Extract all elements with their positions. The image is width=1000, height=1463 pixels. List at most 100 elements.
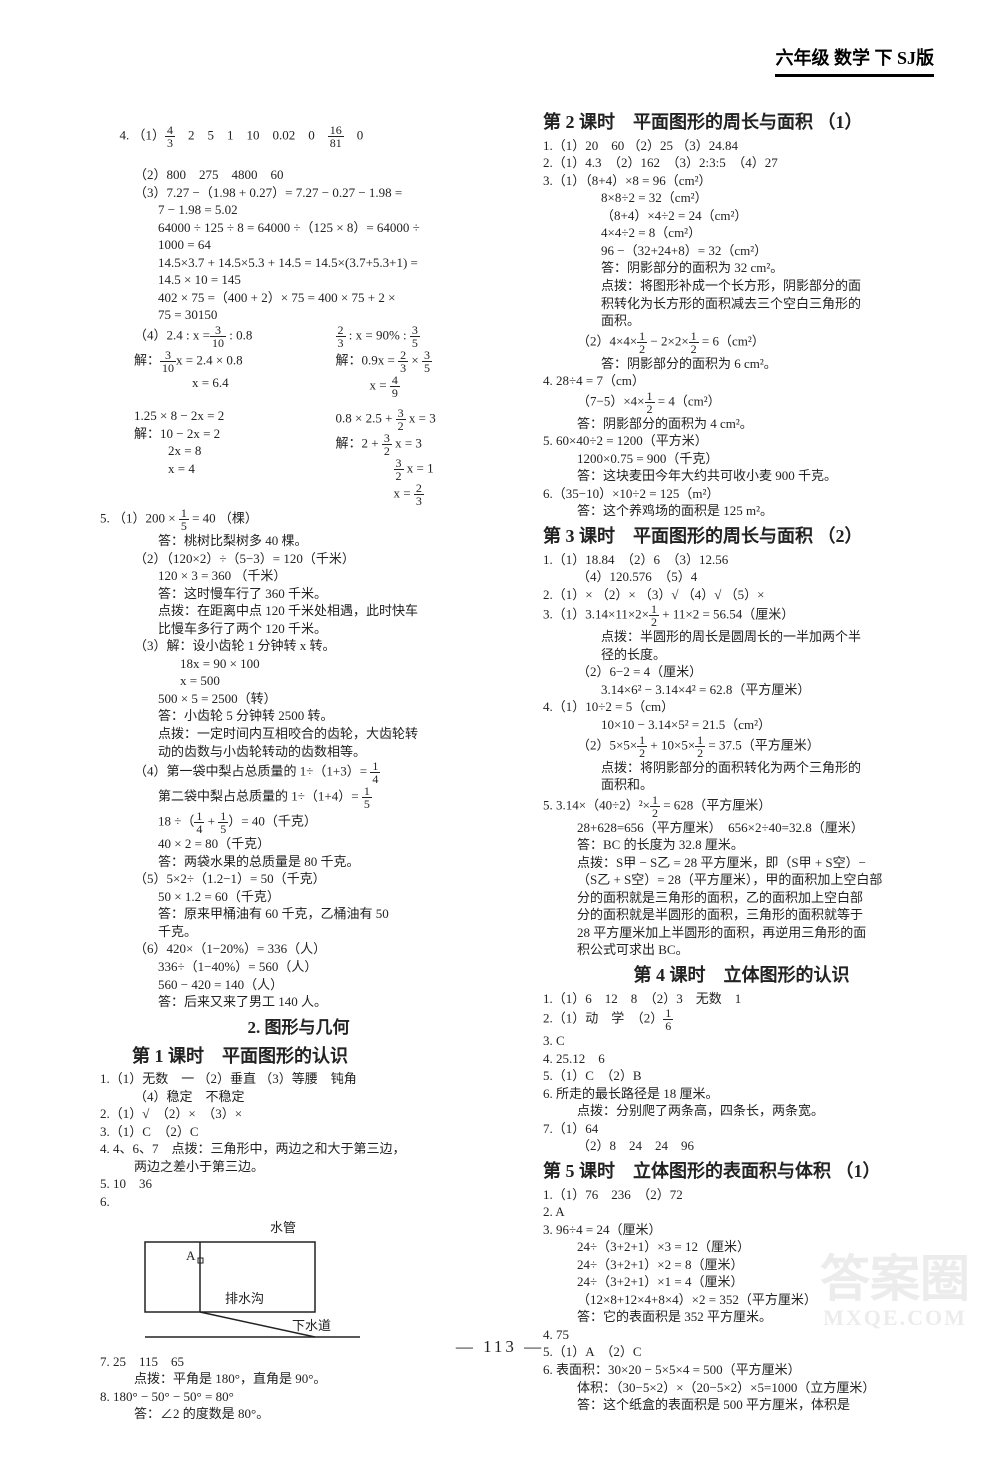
text: 5. （1）200 × 15 = 40 （棵）	[100, 507, 497, 532]
text: 7 − 1.98 = 5.02	[100, 201, 497, 219]
text: 5. 3.14×（40÷2）²×12 = 628（平方厘米）	[543, 794, 940, 819]
lesson-title: 第 2 课时 平面图形的周长与面积 （1）	[543, 110, 940, 135]
text: （2）8 24 24 96	[543, 1137, 940, 1155]
frac-icon: 1681	[328, 124, 344, 149]
text: 75 = 30150	[100, 306, 497, 324]
text: 答：后来又来了男工 140 人。	[100, 993, 497, 1011]
text: 96 −（32+24+8）= 32（cm²）	[543, 242, 940, 260]
text: （4）第一袋中梨占总质量的 1÷（1+3）= 14	[100, 760, 497, 785]
text: 2.（1）√ （2）× （3）×	[100, 1105, 497, 1123]
text: 3. C	[543, 1032, 940, 1050]
text: 64000 ÷ 125 ÷ 8 = 64000 ÷（125 × 8）= 6400…	[100, 219, 497, 237]
frac-icon: 23	[336, 324, 346, 349]
frac-icon: 15	[218, 810, 228, 835]
page-number: — 113 —	[0, 1336, 1000, 1359]
text: 解：2 + 32 x = 3	[336, 432, 498, 457]
text: 7.（1）64	[543, 1120, 940, 1138]
text: 28 平方厘米加上半圆形的面积，再逆用三角形的面	[543, 924, 940, 942]
frac-icon: 12	[637, 734, 647, 759]
text: 32 x = 1	[336, 457, 498, 482]
text: （3）解：设小齿轮 1 分钟转 x 转。	[100, 637, 497, 655]
text: 答：阴影部分的面积为 32 cm²。	[543, 259, 940, 277]
text: 50 × 1.2 = 60（千克）	[100, 888, 497, 906]
frac-icon: 12	[650, 794, 660, 819]
lesson-title: 第 3 课时 平面图形的周长与面积 （2）	[543, 524, 940, 549]
text: （2）6−2 = 4（厘米）	[543, 663, 940, 681]
text: 2.（1）4.3 （2）162 （3）2:3:5 （4）27	[543, 154, 940, 172]
text: 1.（1）18.84 （2）6 （3）12.56	[543, 551, 940, 569]
text: 2x = 8	[134, 442, 296, 460]
text: 24÷（3+2+1）×3 = 12（厘米）	[543, 1238, 940, 1256]
text: 积公式可求出 BC。	[543, 941, 940, 959]
frac-icon: 14	[194, 810, 204, 835]
text: 答：这个养鸡场的面积是 125 m²。	[543, 502, 940, 520]
text: 2.（1）动 学 （2）16	[543, 1007, 940, 1032]
pipe-diagram: 水管 A 排水沟 下水道	[130, 1217, 370, 1347]
frac-icon: 23	[414, 482, 424, 507]
label: A	[186, 1247, 195, 1265]
text: 1000 = 64	[100, 236, 497, 254]
frac-icon: 12	[649, 603, 659, 628]
label: 下水道	[292, 1317, 331, 1335]
text: 答：它的表面积是 352 平方厘米。	[543, 1308, 940, 1326]
label: 水管	[270, 1219, 296, 1237]
frac-icon: 12	[637, 330, 647, 355]
right-column: 第 2 课时 平面图形的周长与面积 （1） 1.（1）20 60 （2）25 （…	[543, 106, 940, 1423]
text: 点拨：一定时间内互相咬合的齿轮，大齿轮转	[100, 725, 497, 743]
text: 答：BC 的长度为 32.8 厘米。	[543, 836, 940, 854]
text: 积转化为长方形的面积减去三个空白三角形的	[543, 295, 940, 313]
lesson-title: 第 5 课时 立体图形的表面积与体积 （1）	[543, 1159, 940, 1184]
text: 点拨：S甲 − S乙 = 28 平方厘米，即（S甲 + S空）−	[543, 854, 940, 872]
text: （4）2.4 : x =310 : 0.8	[134, 324, 296, 349]
text: x = 49	[336, 374, 498, 399]
text: 3.（1）（8+4）×8 = 96（cm²）	[543, 172, 940, 190]
text: 4×4÷2 = 8（cm²）	[543, 224, 940, 242]
text: 6. 所走的最长路径是 18 厘米。	[543, 1085, 940, 1103]
frac-icon: 32	[396, 407, 406, 432]
text: 14.5×3.7 + 14.5×5.3 + 14.5 = 14.5×(3.7+5…	[100, 254, 497, 272]
frac-icon: 43	[165, 124, 175, 149]
text: 24÷（3+2+1）×1 = 4（厘米）	[543, 1273, 940, 1291]
text: 1.（1）6 12 8 （2）3 无数 1	[543, 990, 940, 1008]
text: （7−5）×4×12 = 4（cm²）	[543, 390, 940, 415]
frac-icon: 16	[663, 1007, 673, 1032]
text: 比慢车多行了两个 120 千米。	[100, 620, 497, 638]
text: 面积和。	[543, 776, 940, 794]
text: 6.（35−10）×10÷2 = 125（m²）	[543, 485, 940, 503]
text: 1200×0.75 = 900（千克）	[543, 450, 940, 468]
text: 4. （1）43 2 5 1 10 0.02 0 1681 0	[100, 106, 497, 166]
text: （8+4）×4÷2 = 24（cm²）	[543, 207, 940, 225]
text: 24÷（3+2+1）×2 = 8（厘米）	[543, 1256, 940, 1274]
text: x = 4	[134, 460, 296, 478]
frac-icon: 23	[398, 349, 408, 374]
text: 点拨：平角是 180°，直角是 90°。	[100, 1370, 497, 1388]
text: 402 × 75 =（400 + 2）× 75 = 400 × 75 + 2 ×	[100, 289, 497, 307]
text: 面积。	[543, 312, 940, 330]
frac-icon: 35	[410, 324, 420, 349]
text: （S乙 + S空）= 28（平方厘米），甲的面积加上空白部	[543, 871, 940, 889]
text: 千克。	[100, 923, 497, 941]
left-column: 4. （1）43 2 5 1 10 0.02 0 1681 0 （2）800 2…	[100, 106, 497, 1423]
text: x = 6.4	[134, 374, 296, 392]
text: 5. 60×40÷2 = 1200（平方米）	[543, 432, 940, 450]
text: 500 × 5 = 2500（转）	[100, 690, 497, 708]
text: （2）800 275 4800 60	[100, 166, 497, 184]
text: （2）（120×2）÷（5−3）= 120（千米）	[100, 550, 497, 568]
text: 2. A	[543, 1203, 940, 1221]
lesson-title: 第 1 课时 平面图形的认识	[100, 1044, 497, 1069]
text: 答：桃树比梨树多 40 棵。	[100, 532, 497, 550]
frac-icon: 12	[689, 330, 699, 355]
text: x = 500	[100, 672, 497, 690]
text: 两边之差小于第三边。	[100, 1158, 497, 1176]
text: 40 × 2 = 80（千克）	[100, 835, 497, 853]
text: 答：这时慢车行了 360 千米。	[100, 585, 497, 603]
text: 答：小齿轮 5 分钟转 2500 转。	[100, 707, 497, 725]
text: 1.（1）无数 一 （2）垂直 （3）等腰 钝角	[100, 1070, 497, 1088]
text: 答：这块麦田今年大约共可收小麦 900 千克。	[543, 467, 940, 485]
page-content: 4. （1）43 2 5 1 10 0.02 0 1681 0 （2）800 2…	[0, 0, 1000, 1463]
text: 4. 4、6、7 点拨：三角形中，两边之和大于第三边，	[100, 1140, 497, 1158]
frac-icon: 310	[210, 324, 226, 349]
frac-icon: 12	[645, 390, 655, 415]
text: 6. 表面积：30×20 − 5×5×4 = 500（平方厘米）	[543, 1361, 940, 1379]
text: 点拨：分别爬了两条高，四条长，两条宽。	[543, 1102, 940, 1120]
